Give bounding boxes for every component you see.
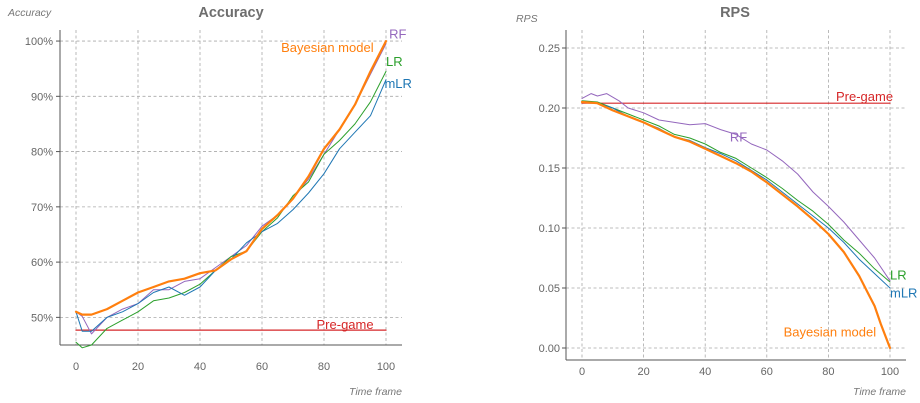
series-line-rf	[581, 93, 891, 282]
series-label-bayesian-model: Bayesian model	[784, 325, 877, 340]
x-tick-label: 20	[637, 366, 649, 378]
accuracy-chart: 50% 60% 70% 80% 90% 100% 0 20 40 60 80 100 Accuracy A…	[7, 5, 412, 398]
x-tick-label: 100	[881, 366, 899, 378]
series-label-mlr: mLR	[890, 286, 917, 301]
series-label-lr: LR	[386, 54, 403, 69]
x-tick-label: 40	[699, 366, 711, 378]
series-label-pre-game: Pre-game	[836, 89, 893, 104]
series-label-pre-game: Pre-game	[317, 317, 374, 332]
series-label-lr: LR	[890, 268, 907, 283]
y-axis-label: Accuracy	[7, 7, 52, 19]
series-line-lr	[581, 100, 891, 283]
x-tick-label: 0	[579, 366, 585, 378]
x-tick-label: 100	[377, 361, 395, 373]
x-tick-label: 20	[132, 361, 144, 373]
series-line-bayesian-model	[580, 100, 892, 350]
y-tick-label: 0.00	[539, 343, 560, 355]
y-tick-label: 0.20	[539, 103, 560, 115]
x-tick-label: 80	[318, 361, 330, 373]
series-label-rf: RF	[730, 130, 747, 145]
y-tick-label: 60%	[31, 257, 53, 269]
series-label-bayesian-model: Bayesian model	[281, 40, 374, 55]
x-tick-label: 40	[194, 361, 206, 373]
rps-chart: 0.00 0.05 0.10 0.15 0.20 0.25 0 20 40 60 80 100 RPS R…	[516, 5, 917, 398]
x-axis-label: Time frame	[349, 386, 402, 398]
x-axis-label: Time frame	[853, 386, 906, 398]
y-tick-label: 0.10	[539, 223, 560, 235]
x-tick-label: 80	[822, 366, 834, 378]
y-tick-label: 0.05	[539, 283, 560, 295]
chart-title: Accuracy	[198, 5, 263, 21]
series-line-lr	[75, 70, 387, 349]
x-tick-label: 0	[73, 361, 79, 373]
y-tick-label: 100%	[25, 36, 53, 48]
chart-title: RPS	[720, 5, 750, 21]
series-line-mlr	[75, 79, 387, 332]
y-tick-label: 80%	[31, 147, 53, 159]
y-axis-label: RPS	[516, 13, 538, 25]
series-line-bayesian-model	[74, 39, 388, 316]
y-tick-label: 50%	[31, 312, 53, 324]
series-line-rf	[75, 43, 387, 335]
y-tick-label: 0.25	[539, 43, 560, 55]
x-tick-label: 60	[256, 361, 268, 373]
x-tick-label: 60	[761, 366, 773, 378]
series-label-rf: RF	[389, 26, 406, 41]
y-tick-label: 90%	[31, 91, 53, 103]
y-tick-label: 70%	[31, 202, 53, 214]
series-label-mlr: mLR	[384, 76, 411, 91]
y-tick-label: 0.15	[539, 163, 560, 175]
